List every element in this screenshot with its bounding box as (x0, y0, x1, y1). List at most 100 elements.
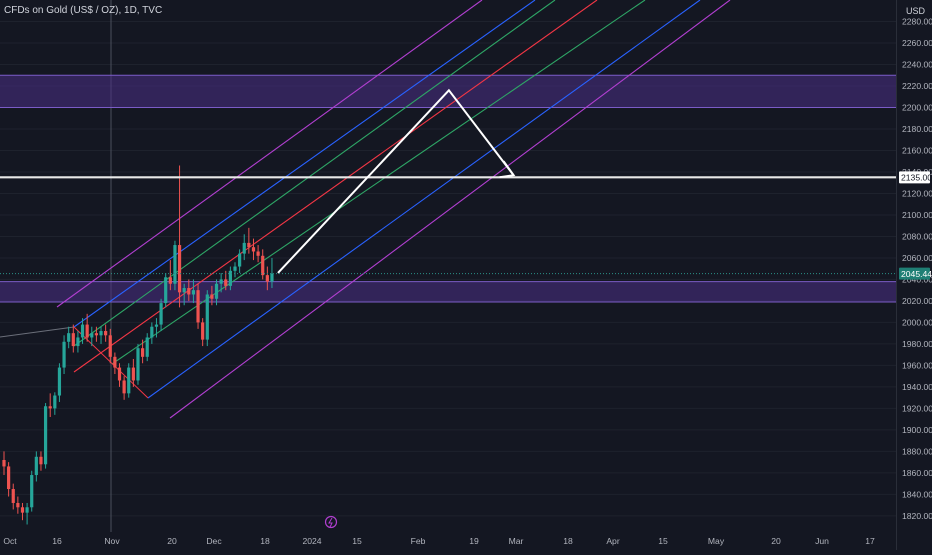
candle (238, 249, 242, 273)
candle (154, 318, 159, 338)
candle (80, 318, 85, 344)
candle-body (242, 242, 246, 254)
candle-body (90, 333, 94, 338)
candle (108, 328, 112, 364)
candle-body (122, 380, 126, 394)
candle (67, 326, 71, 349)
trend-line (0, 326, 75, 338)
candle (145, 333, 149, 362)
candle (228, 266, 232, 291)
candle (131, 358, 135, 387)
candle (39, 451, 43, 471)
fib-channel-line (111, 0, 646, 365)
candle-body (238, 253, 242, 267)
projection-path (277, 88, 515, 274)
candle (117, 363, 122, 387)
candle-body (251, 247, 256, 252)
fib-channel-line (147, 0, 701, 399)
candle-body (228, 270, 232, 286)
candle-body (11, 489, 15, 503)
candle (214, 279, 219, 306)
fib-channel-line (73, 0, 536, 328)
candle-body (214, 283, 219, 299)
candle (265, 266, 269, 291)
candle (57, 363, 62, 402)
candle (173, 240, 177, 291)
candle (71, 324, 75, 353)
candle-body (30, 475, 34, 508)
candle-body (71, 333, 75, 347)
candle (53, 392, 57, 415)
candle (177, 165, 182, 308)
candle-body (80, 324, 85, 338)
candle (256, 245, 260, 263)
candle-body (67, 333, 71, 342)
candle-body (39, 456, 43, 465)
candle (104, 324, 108, 342)
candle-body (113, 356, 117, 368)
candle-body (173, 245, 177, 284)
fib-channel-line (73, 0, 556, 347)
candle-body (270, 273, 274, 282)
candle (7, 462, 11, 497)
candle (122, 376, 126, 400)
candle (164, 272, 168, 308)
candle-body (159, 303, 163, 325)
candle-body (2, 459, 6, 467)
candle (127, 363, 131, 398)
candle-body (108, 335, 112, 357)
supply-demand-zone (0, 281, 896, 303)
fib-anchor-line (73, 326, 149, 399)
candle-body (187, 288, 191, 295)
candle (191, 279, 196, 304)
candle (62, 335, 66, 375)
candle (205, 290, 209, 347)
candle-body (85, 324, 89, 338)
candle-body (48, 406, 52, 409)
candle-body (191, 290, 196, 295)
chart-title: CFDs on Gold (US$ / OZ), 1D, TVC (4, 5, 163, 16)
lightning-icon[interactable] (324, 515, 338, 529)
candle-body (145, 337, 149, 357)
candle-body (154, 324, 159, 327)
price-axis-panel[interactable] (896, 0, 932, 550)
candle (99, 326, 103, 344)
candle (210, 285, 214, 306)
candle (25, 502, 29, 525)
candle-body (25, 507, 29, 513)
candle-body (43, 406, 48, 465)
event-marker (324, 515, 338, 529)
candle (85, 313, 89, 342)
candle (182, 283, 186, 306)
candle-body (265, 275, 269, 282)
candle (201, 318, 205, 347)
candle-body (182, 288, 186, 293)
lightning-glyph (328, 517, 333, 528)
candle-body (76, 337, 80, 347)
candle-body (94, 333, 98, 336)
candle-body (210, 294, 214, 299)
candle (251, 238, 256, 261)
candle (11, 483, 15, 510)
candle-body (219, 279, 223, 284)
candle-body (131, 367, 135, 381)
candle (261, 249, 265, 280)
candle-body (247, 242, 251, 248)
candle-body (117, 367, 122, 381)
candle-body (177, 245, 182, 293)
candle (48, 393, 52, 418)
candle (270, 257, 274, 289)
candle-body (16, 502, 20, 508)
candle (16, 496, 20, 514)
fib-channel-line (56, 0, 483, 308)
candle-body (62, 341, 66, 368)
candle-body (168, 277, 172, 284)
candle (20, 502, 25, 521)
candle (30, 470, 34, 512)
candle (247, 227, 251, 254)
candle-body (57, 367, 62, 396)
candle-body (196, 290, 200, 323)
fib-channel-line (169, 0, 731, 419)
